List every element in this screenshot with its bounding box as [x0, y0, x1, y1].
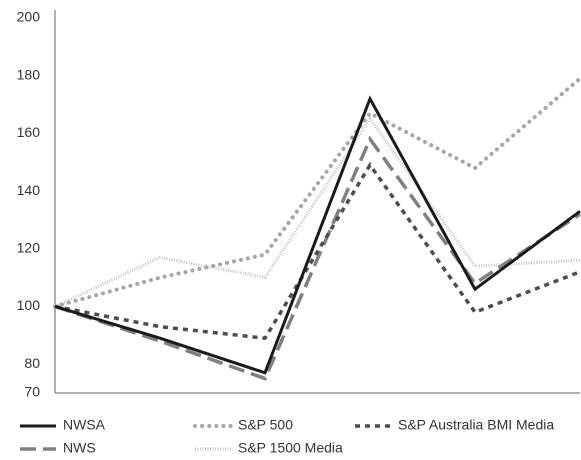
y-tick-label: 180 [17, 66, 41, 82]
y-tick-label: 100 [17, 297, 41, 313]
legend-label: NWS [63, 440, 96, 456]
legend-label: S&P 1500 Media [238, 440, 343, 456]
y-tick-label: 80 [24, 355, 40, 371]
series-line [54, 135, 581, 381]
series-line [54, 161, 581, 341]
y-tick-label: 70 [24, 384, 40, 400]
y-tick-label: 120 [17, 239, 41, 255]
y-tick-label: 160 [17, 124, 41, 140]
y-tick-label: 200 [17, 9, 41, 25]
legend-label: S&P 500 [238, 417, 293, 433]
legend-label: NWSA [63, 417, 106, 433]
series-line [54, 95, 581, 375]
series-line [54, 116, 581, 308]
legend-label: S&P Australia BMI Media [398, 417, 554, 433]
y-tick-label: 140 [17, 182, 41, 198]
series-line [53, 76, 581, 309]
